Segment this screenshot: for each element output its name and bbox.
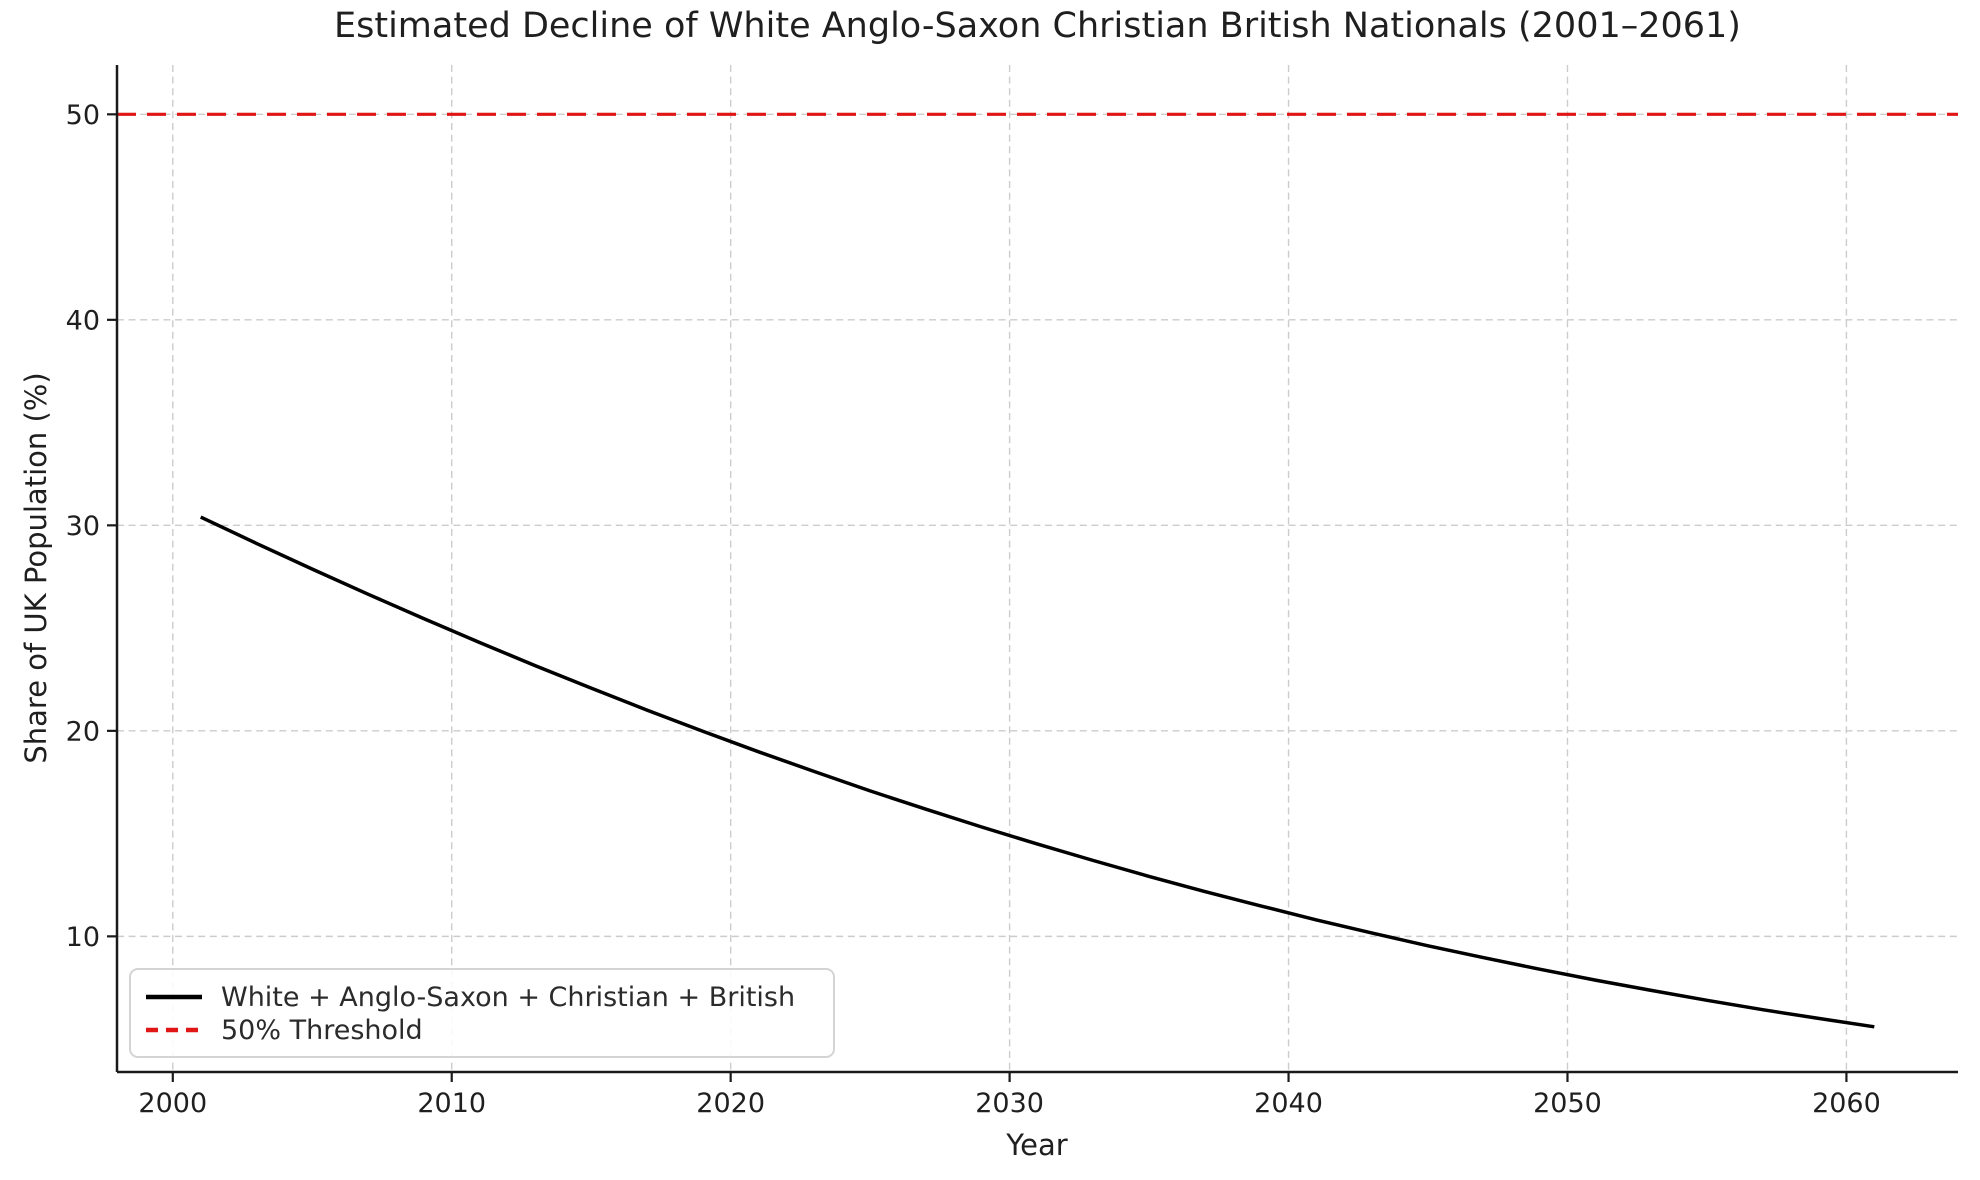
x-tick-label: 2050 (1533, 1088, 1602, 1119)
legend-label: 50% Threshold (221, 1014, 423, 1046)
x-tick-label: 2060 (1812, 1088, 1881, 1119)
x-tick-label: 2030 (975, 1088, 1044, 1119)
x-tick-label: 2000 (138, 1088, 207, 1119)
legend-entry: 50% Threshold (145, 1014, 817, 1046)
y-tick-label: 50 (66, 100, 100, 131)
x-tick-label: 2040 (1254, 1088, 1323, 1119)
legend-dashed-line-swatch (146, 1027, 202, 1033)
y-axis-label: Share of UK Population (%) (19, 372, 53, 764)
legend-label: White + Anglo-Saxon + Christian + Britis… (221, 981, 796, 1013)
legend-entry: White + Anglo-Saxon + Christian + Britis… (145, 981, 817, 1013)
x-tick-label: 2010 (417, 1088, 486, 1119)
x-tick-label: 2020 (696, 1088, 765, 1119)
legend-solid-line-swatch (146, 994, 202, 1000)
y-tick-label: 10 (66, 922, 100, 953)
x-axis-label: Year (1006, 1128, 1068, 1162)
y-tick-label: 30 (66, 511, 100, 542)
y-tick-label: 40 (66, 305, 100, 336)
data-series-line (199, 515, 1875, 1029)
y-tick-label: 20 (66, 716, 100, 747)
legend: White + Anglo-Saxon + Christian + Britis… (129, 968, 835, 1058)
chart-title: Estimated Decline of White Anglo-Saxon C… (334, 6, 1741, 46)
